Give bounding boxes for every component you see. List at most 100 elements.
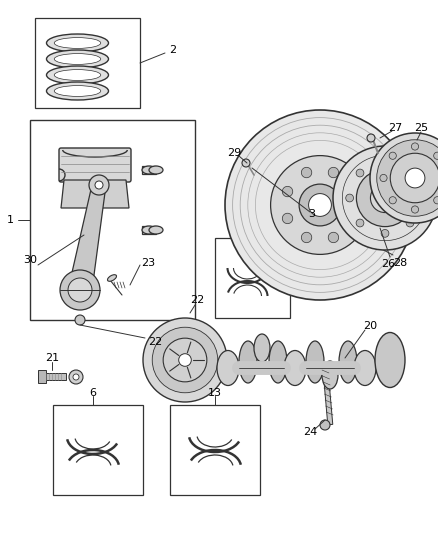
Circle shape (377, 140, 438, 216)
Text: 21: 21 (45, 353, 59, 363)
Bar (38, 370, 46, 383)
Bar (215, 238, 290, 318)
Circle shape (68, 278, 92, 302)
Text: 20: 20 (363, 321, 377, 331)
Bar (142, 226, 156, 234)
Bar (366, 173, 374, 183)
Bar (323, 369, 333, 425)
Circle shape (69, 370, 83, 384)
Text: 1: 1 (7, 215, 14, 225)
Text: 23: 23 (141, 258, 155, 268)
Text: 2: 2 (170, 45, 177, 55)
Circle shape (434, 197, 438, 204)
Ellipse shape (107, 274, 117, 281)
Circle shape (75, 315, 85, 325)
Circle shape (389, 197, 396, 204)
Circle shape (347, 187, 358, 197)
Circle shape (381, 230, 389, 237)
Circle shape (320, 420, 330, 430)
Ellipse shape (46, 66, 109, 84)
Circle shape (380, 174, 387, 182)
Ellipse shape (142, 166, 156, 174)
Circle shape (60, 270, 100, 310)
Circle shape (389, 152, 396, 159)
Circle shape (356, 219, 364, 227)
Circle shape (301, 167, 312, 177)
Circle shape (434, 152, 438, 159)
Circle shape (89, 175, 109, 195)
Ellipse shape (54, 38, 101, 49)
Circle shape (405, 168, 425, 188)
Circle shape (333, 146, 437, 250)
Circle shape (411, 206, 419, 213)
Ellipse shape (46, 82, 109, 100)
Bar (35, 18, 140, 108)
Text: 26: 26 (381, 259, 395, 269)
Ellipse shape (322, 361, 338, 389)
Text: 22: 22 (148, 337, 162, 347)
Text: 25: 25 (414, 123, 428, 133)
Circle shape (152, 327, 218, 393)
Ellipse shape (339, 341, 357, 383)
Circle shape (301, 232, 312, 243)
Circle shape (370, 133, 438, 223)
Text: 6: 6 (89, 388, 96, 398)
Circle shape (299, 184, 341, 226)
Ellipse shape (46, 34, 109, 52)
Circle shape (371, 183, 399, 213)
Circle shape (411, 143, 419, 150)
Circle shape (328, 232, 339, 243)
Circle shape (346, 194, 353, 202)
Ellipse shape (217, 351, 239, 385)
Ellipse shape (54, 70, 101, 80)
Ellipse shape (239, 341, 257, 383)
Circle shape (347, 213, 358, 224)
Text: 3: 3 (308, 209, 315, 219)
Ellipse shape (54, 54, 101, 64)
Circle shape (381, 159, 389, 166)
Circle shape (179, 354, 191, 366)
Text: 29: 29 (227, 148, 241, 158)
Circle shape (356, 169, 364, 177)
Circle shape (271, 156, 369, 254)
Ellipse shape (149, 226, 163, 234)
Polygon shape (61, 180, 129, 208)
Circle shape (357, 169, 413, 227)
Text: 27: 27 (388, 123, 402, 133)
Bar (53, 405, 143, 495)
Circle shape (309, 193, 332, 216)
Circle shape (406, 219, 414, 227)
Text: 30: 30 (23, 255, 37, 265)
Circle shape (328, 167, 339, 177)
Circle shape (95, 181, 103, 189)
Circle shape (73, 374, 79, 380)
Ellipse shape (284, 351, 306, 385)
Ellipse shape (142, 226, 156, 234)
Polygon shape (68, 185, 106, 290)
Ellipse shape (375, 333, 405, 387)
Circle shape (417, 194, 424, 202)
Ellipse shape (54, 86, 101, 96)
Bar (30, 120, 195, 320)
Circle shape (143, 318, 227, 402)
Circle shape (390, 154, 438, 203)
Bar (38, 373, 66, 380)
Bar (170, 405, 260, 495)
Ellipse shape (46, 50, 109, 68)
Text: 24: 24 (303, 427, 317, 437)
Circle shape (406, 169, 414, 177)
Circle shape (163, 338, 207, 382)
Circle shape (242, 159, 250, 167)
Ellipse shape (354, 351, 376, 385)
Text: 28: 28 (393, 258, 407, 268)
Ellipse shape (269, 341, 287, 383)
Circle shape (283, 213, 293, 224)
Ellipse shape (254, 334, 270, 362)
Circle shape (225, 110, 415, 300)
Text: 22: 22 (190, 295, 204, 305)
Text: 13: 13 (208, 388, 222, 398)
Circle shape (283, 187, 293, 197)
Circle shape (367, 134, 375, 142)
Ellipse shape (149, 166, 163, 174)
Ellipse shape (306, 341, 324, 383)
